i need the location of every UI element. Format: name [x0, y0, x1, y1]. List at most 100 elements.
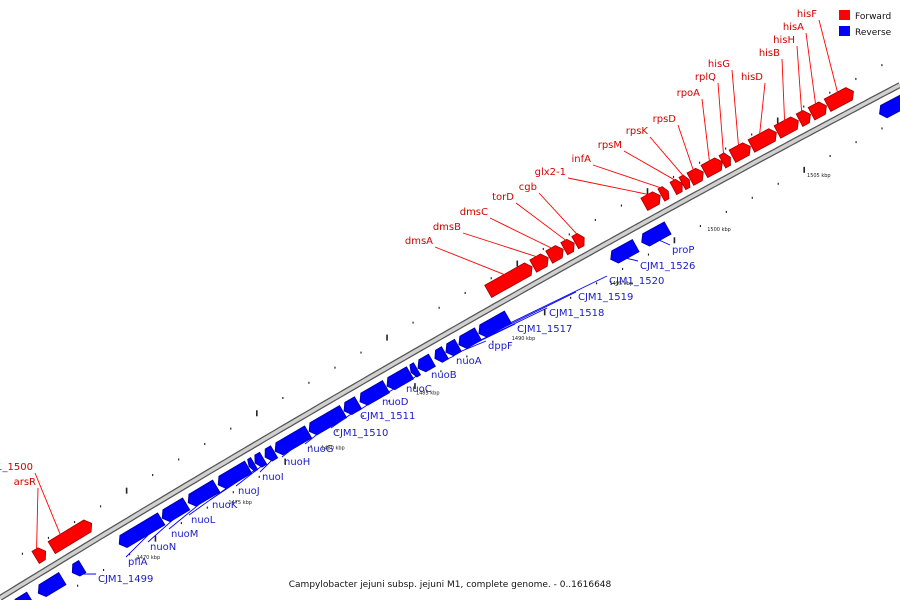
leader-hisB: [781, 58, 786, 122]
gene-dmsA: [484, 262, 533, 299]
kbp-label: 1495 kbp: [609, 281, 633, 287]
gene-proP: [641, 221, 672, 247]
leader-rpoA: [701, 98, 710, 162]
legend-forward-swatch: [839, 10, 850, 20]
gene-hisD: [747, 128, 777, 153]
label-nuoB: nuoB: [431, 370, 457, 381]
leader-dmsC: [489, 217, 553, 249]
label-nuoG: nuoG: [307, 444, 334, 455]
label-CJM1_1526: CJM1_1526: [640, 261, 695, 272]
gene-rev-23: [879, 94, 900, 119]
gene-arsR: [47, 519, 93, 555]
kbp-label: 1475 kbp: [228, 500, 252, 506]
leader-nuoH: [281, 445, 297, 458]
label-arsR: arsR: [14, 477, 36, 488]
label-rpsK: rpsK: [626, 126, 649, 137]
label-CJM1_1499: CJM1_1499: [98, 574, 153, 585]
kbp-label: 1505 kbp: [807, 173, 831, 179]
genome-backbone: [0, 82, 900, 600]
kbp-labels: 1470 kbp 1475 kbp 1480 kbp 1485 kbp 1490 kbp…: [137, 173, 831, 561]
leader-glx2-1: [567, 177, 650, 196]
kbp-label: 1480 kbp: [321, 445, 345, 451]
label-torD: torD: [492, 192, 514, 203]
gene-CJM1_1500: [31, 547, 47, 564]
legend-forward-label: Forward: [855, 12, 891, 22]
leader-rpsD: [677, 124, 694, 171]
leader-cgb: [538, 192, 578, 235]
gene-pflA: [37, 572, 67, 598]
label-pflA: pflA: [128, 557, 148, 568]
gene-CJM1_1526: [610, 238, 640, 264]
gene-nuoA: [409, 362, 422, 378]
gene-nuoJ: [217, 460, 253, 489]
leader-hisD: [759, 82, 766, 135]
label-rplQ: rplQ: [695, 72, 716, 83]
label-proP: proP: [672, 245, 694, 256]
leader-CJM1_1517: [465, 323, 516, 349]
genome-caption: Campylobacter jejuni subsp. jejuni M1, c…: [289, 580, 612, 590]
leader-CJM1_1500: [34, 472, 61, 536]
gene-rpsD: [686, 167, 704, 186]
gene-nuoM: [118, 512, 166, 548]
label-nuoK: nuoK: [212, 500, 238, 511]
label-CJM1_1517: CJM1_1517: [517, 324, 572, 335]
label-nuoA: nuoA: [456, 356, 482, 367]
leader-rpsM: [623, 150, 676, 181]
label-hisH: hisH: [773, 35, 795, 46]
gene-hisG: [728, 142, 751, 163]
label-nuoC: nuoC: [406, 384, 432, 395]
leader-nuoD: [379, 385, 401, 398]
gene-nuoC: [359, 380, 391, 406]
gene-infA: [657, 186, 670, 202]
leader-nuoI: [259, 459, 273, 473]
gene-hisF: [823, 87, 854, 112]
leader-pflA: [125, 531, 152, 558]
legend-reverse-swatch: [839, 26, 850, 36]
gene-dmsC: [545, 245, 564, 264]
leader-arsR: [36, 487, 39, 550]
leader-hisA: [805, 32, 817, 105]
gene-CJM1_1520: [478, 310, 512, 338]
leader-nuoG: [304, 430, 322, 445]
gene-CJM1_1511: [308, 404, 348, 436]
label-cgb: cgb: [519, 182, 537, 193]
leader-dppF: [455, 340, 487, 354]
kbp-label: 1485 kbp: [416, 390, 440, 396]
leader-nuoK: [209, 470, 255, 501]
leader-hisH: [796, 45, 803, 113]
label-nuoM: nuoM: [171, 529, 198, 540]
gene-dmsB: [529, 253, 549, 273]
leader-hisF: [818, 19, 839, 94]
label-CJM1_1511: CJM1_1511: [360, 411, 415, 422]
label-CJM1_1519: CJM1_1519: [578, 292, 633, 303]
leader-dmsB: [462, 232, 538, 258]
label-nuoL: nuoL: [191, 515, 216, 526]
label-nuoH: nuoH: [284, 457, 310, 468]
label-leader-lines: [34, 19, 839, 575]
label-CJM1_1500: CJM1_1500: [0, 462, 33, 473]
label-infA: infA: [572, 154, 592, 165]
label-dmsB: dmsB: [433, 222, 461, 233]
legend-reverse-label: Reverse: [855, 28, 892, 38]
label-nuoD: nuoD: [382, 397, 409, 408]
leader-dmsA: [434, 246, 506, 276]
leader-nuoN: [147, 516, 177, 543]
leader-CJM1_1518: [472, 307, 548, 345]
label-CJM1_1518: CJM1_1518: [549, 308, 604, 319]
leader-CJM1_1520: [505, 275, 608, 326]
label-nuoJ: nuoJ: [238, 486, 260, 497]
legend: Forward Reverse: [839, 10, 892, 38]
label-hisD: hisD: [741, 72, 763, 83]
leader-hisG: [731, 69, 739, 147]
kbp-label: 1470 kbp: [137, 555, 161, 561]
label-hisA: hisA: [783, 22, 804, 33]
gene-features: [14, 87, 900, 600]
label-nuoN: nuoN: [150, 542, 176, 553]
gene-rpoA: [700, 157, 723, 179]
label-rpoA: rpoA: [677, 88, 701, 99]
label-dmsC: dmsC: [460, 207, 488, 218]
leader-torD: [515, 202, 567, 242]
gene-CJM1_1518: [445, 338, 462, 357]
label-dppF: dppF: [488, 341, 513, 352]
